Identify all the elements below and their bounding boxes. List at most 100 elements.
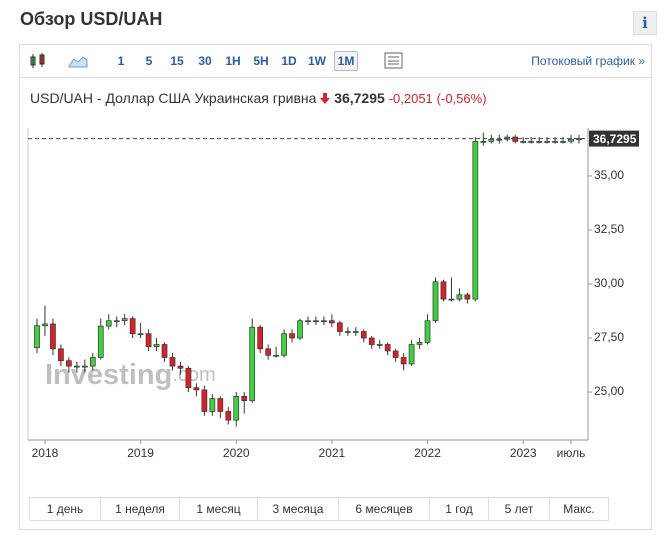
x-tick-label: 2018 [32,446,59,460]
interval-button[interactable]: 15 [170,54,184,68]
candle-body [177,365,184,369]
candle-body [408,344,415,365]
last-value-box [589,130,639,147]
candle-body [344,331,351,333]
candle-body [153,344,160,348]
x-tick-label: 2023 [510,446,537,460]
candle-body [73,365,80,368]
candle-body [297,320,303,339]
candle-body [217,398,224,412]
candle-body [225,411,232,421]
candle-body [249,326,256,402]
candle-body [536,141,542,143]
candle-body [265,348,271,356]
candle-body [305,320,311,323]
candle-body [81,365,88,368]
candle-body [129,318,136,335]
candle-body [560,141,566,143]
period-button[interactable]: 5 лет [488,497,550,521]
period-buttons: 1 день 1 неделя 1 месяц 3 месяца 6 месяцев 1 … [29,497,609,521]
candle-body [520,141,527,143]
candle-body [360,331,367,339]
x-tick-label: 2019 [127,446,154,460]
candle-body [376,344,383,346]
settings-icon[interactable] [384,52,404,70]
quote-change-percent: (-0,56%) [436,91,487,106]
candle-body [161,344,168,358]
toolbar: 1 5 15 30 1H 5H 1D 1W 1M [20,45,651,78]
y-tick-label: 25,00 [594,384,624,398]
candle-body [528,141,534,143]
last-value-label: 36,7295 [593,132,637,146]
candle-body [289,333,295,339]
quote-row: USD/UAH - Доллар США Украинская гривна 3… [30,90,487,106]
candle-body [568,138,574,142]
interval-button[interactable]: 30 [198,54,212,68]
candle-body [352,331,359,333]
period-button[interactable]: 1 месяц [179,497,258,521]
y-tick-label: 35,00 [594,168,624,182]
interval-button[interactable]: 5 [145,54,153,68]
interval-button[interactable]: 1 [117,54,125,68]
candle-body [145,333,152,348]
period-button[interactable]: 1 день [29,497,101,521]
x-tick-label: 2022 [414,446,441,460]
x-tick-label: 2020 [223,446,250,460]
stream-link[interactable]: Потоковый график » [531,54,645,68]
x-tick-label: июль [557,446,586,460]
candle-body [384,344,391,352]
candle-body [201,389,208,412]
candle-body [113,320,120,323]
period-button[interactable]: 6 месяцев [338,497,430,521]
quote-name: USD/UAH - Доллар США Украинская гривна [30,90,317,106]
candle-body [66,360,72,367]
candle-body [50,323,56,350]
interval-button[interactable]: 1W [308,54,326,68]
info-button[interactable]: i [633,11,657,35]
candle-body [42,323,48,327]
candle-body [105,320,112,327]
candle-body [552,141,558,143]
candle-body [121,318,128,322]
quote-change: -0,2051 [388,91,433,106]
candle-body [456,294,463,300]
interval-button[interactable]: 1M [334,51,358,71]
interval-button[interactable]: 1H [225,54,241,68]
candle-body [337,322,343,332]
y-tick-label: 27,50 [594,330,624,344]
candle-body [97,325,104,358]
candle-body [329,320,335,324]
candle-body [185,367,192,389]
candle-body [193,387,200,391]
candle-body [257,326,264,350]
y-tick-label: 30,00 [594,276,624,290]
candle-body [544,141,550,143]
candle-body [241,396,248,402]
candle-body [368,337,375,345]
candle-body [440,281,447,300]
candle-body [273,354,279,357]
y-tick-label: 32,50 [594,222,624,236]
candle-body [137,333,144,336]
period-button[interactable]: 3 месяца [257,497,339,521]
candle-body [169,357,176,367]
candle-body [58,348,64,362]
page-title: Обзор USD/UAH [20,9,163,29]
candle-body [392,350,399,358]
period-button[interactable]: 1 год [429,497,489,521]
candle-body [472,141,479,300]
candle-body [432,281,439,322]
candle-body [209,398,216,412]
interval-button[interactable]: 5H [253,54,269,68]
interval-button[interactable]: 1D [281,54,297,68]
down-arrow [320,93,331,104]
candle-icon[interactable] [28,52,48,70]
candle-body [281,333,287,356]
candle-body [480,141,487,143]
period-button[interactable]: 1 неделя [100,497,180,521]
quote-price: 36,7295 [334,90,385,106]
candle-body [448,298,455,301]
period-button[interactable]: Макс. [549,497,609,521]
area-icon[interactable] [68,54,88,68]
